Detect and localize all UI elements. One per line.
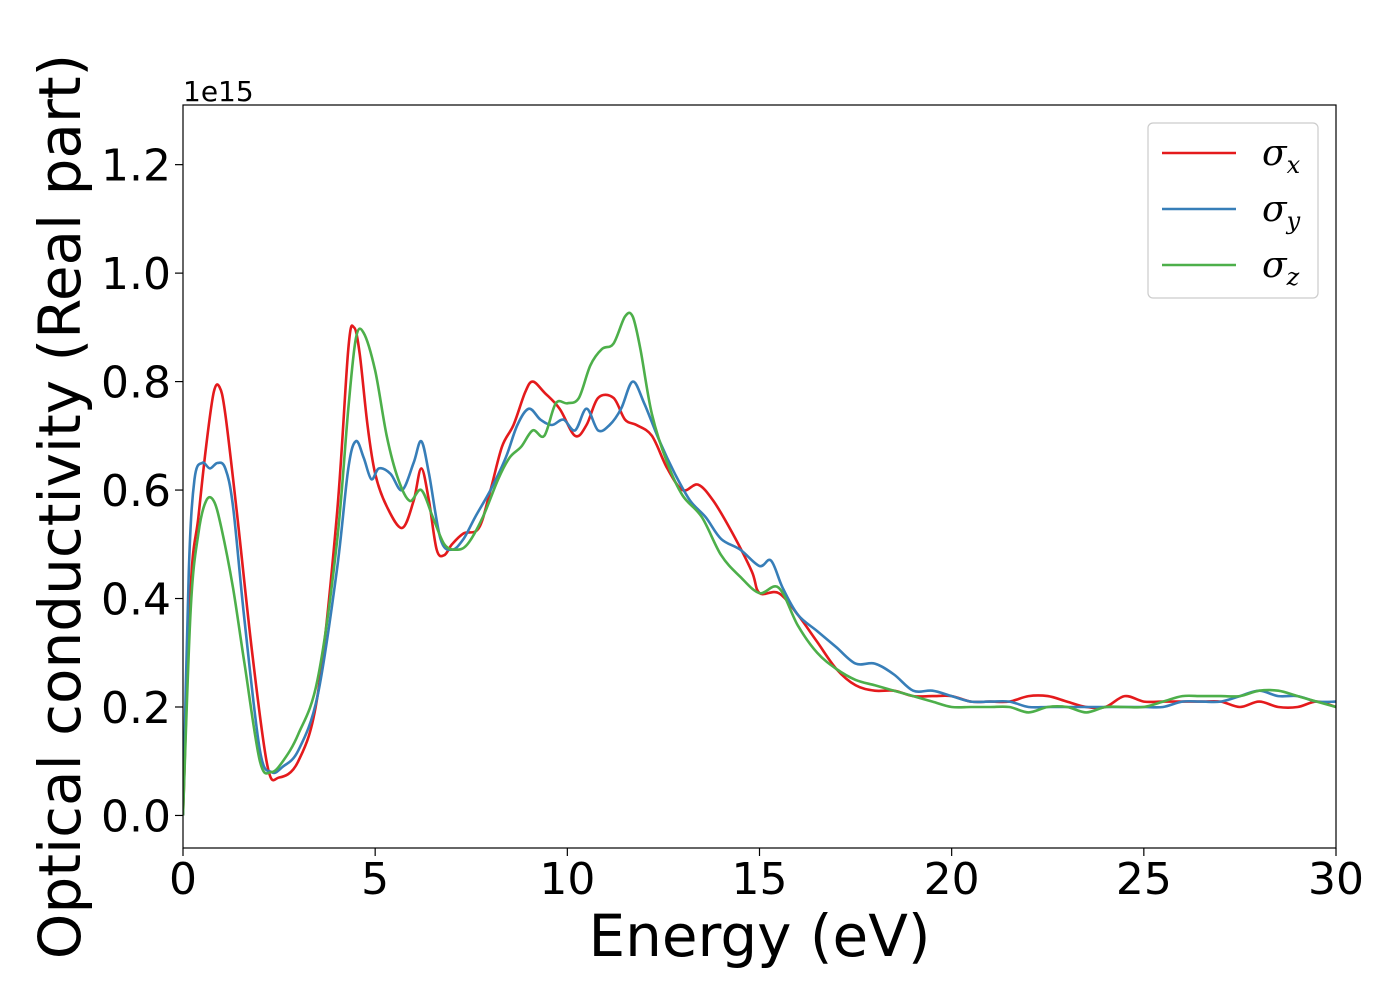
series-line-x — [183, 324, 1336, 816]
y-tick-label: 1.0 — [101, 249, 171, 300]
y-tick-label: 1.2 — [101, 141, 171, 192]
legend-label: σx — [1262, 133, 1301, 179]
series-line-z — [183, 311, 1336, 816]
y-tick-label: 0.6 — [101, 466, 171, 517]
x-tick-label: 0 — [169, 854, 197, 905]
y-tick-label: 0.4 — [101, 575, 171, 626]
legend-label: σz — [1262, 245, 1300, 291]
y-tick-label: 0.2 — [101, 683, 171, 734]
x-tick-label: 25 — [1116, 854, 1172, 905]
legend-item-x: σx — [1162, 133, 1301, 179]
x-axis: 0 5 10 15 20 25 30 — [169, 848, 1364, 905]
x-axis-title: Energy (eV) — [588, 902, 930, 970]
y-offset-label: 1e15 — [183, 75, 254, 108]
y-tick-label: 0.0 — [101, 791, 171, 842]
x-tick-label: 5 — [361, 854, 389, 905]
x-tick-label: 30 — [1308, 854, 1364, 905]
legend-item-y: σy — [1162, 189, 1301, 235]
legend-label: σy — [1262, 189, 1301, 235]
y-tick-label: 0.8 — [101, 358, 171, 409]
series-line-y — [183, 380, 1336, 816]
y-axis-title: Optical conductivity (Real part) — [26, 54, 94, 959]
x-tick-label: 20 — [924, 854, 980, 905]
x-tick-label: 10 — [539, 854, 595, 905]
legend: σx σy σz — [1147, 122, 1319, 299]
legend-item-z: σz — [1162, 245, 1300, 291]
y-axis: 0.0 0.2 0.4 0.6 0.8 1.0 1.2 — [101, 141, 183, 842]
legend-box — [1147, 122, 1319, 299]
x-tick-label: 15 — [732, 854, 788, 905]
series-layer — [183, 311, 1336, 816]
